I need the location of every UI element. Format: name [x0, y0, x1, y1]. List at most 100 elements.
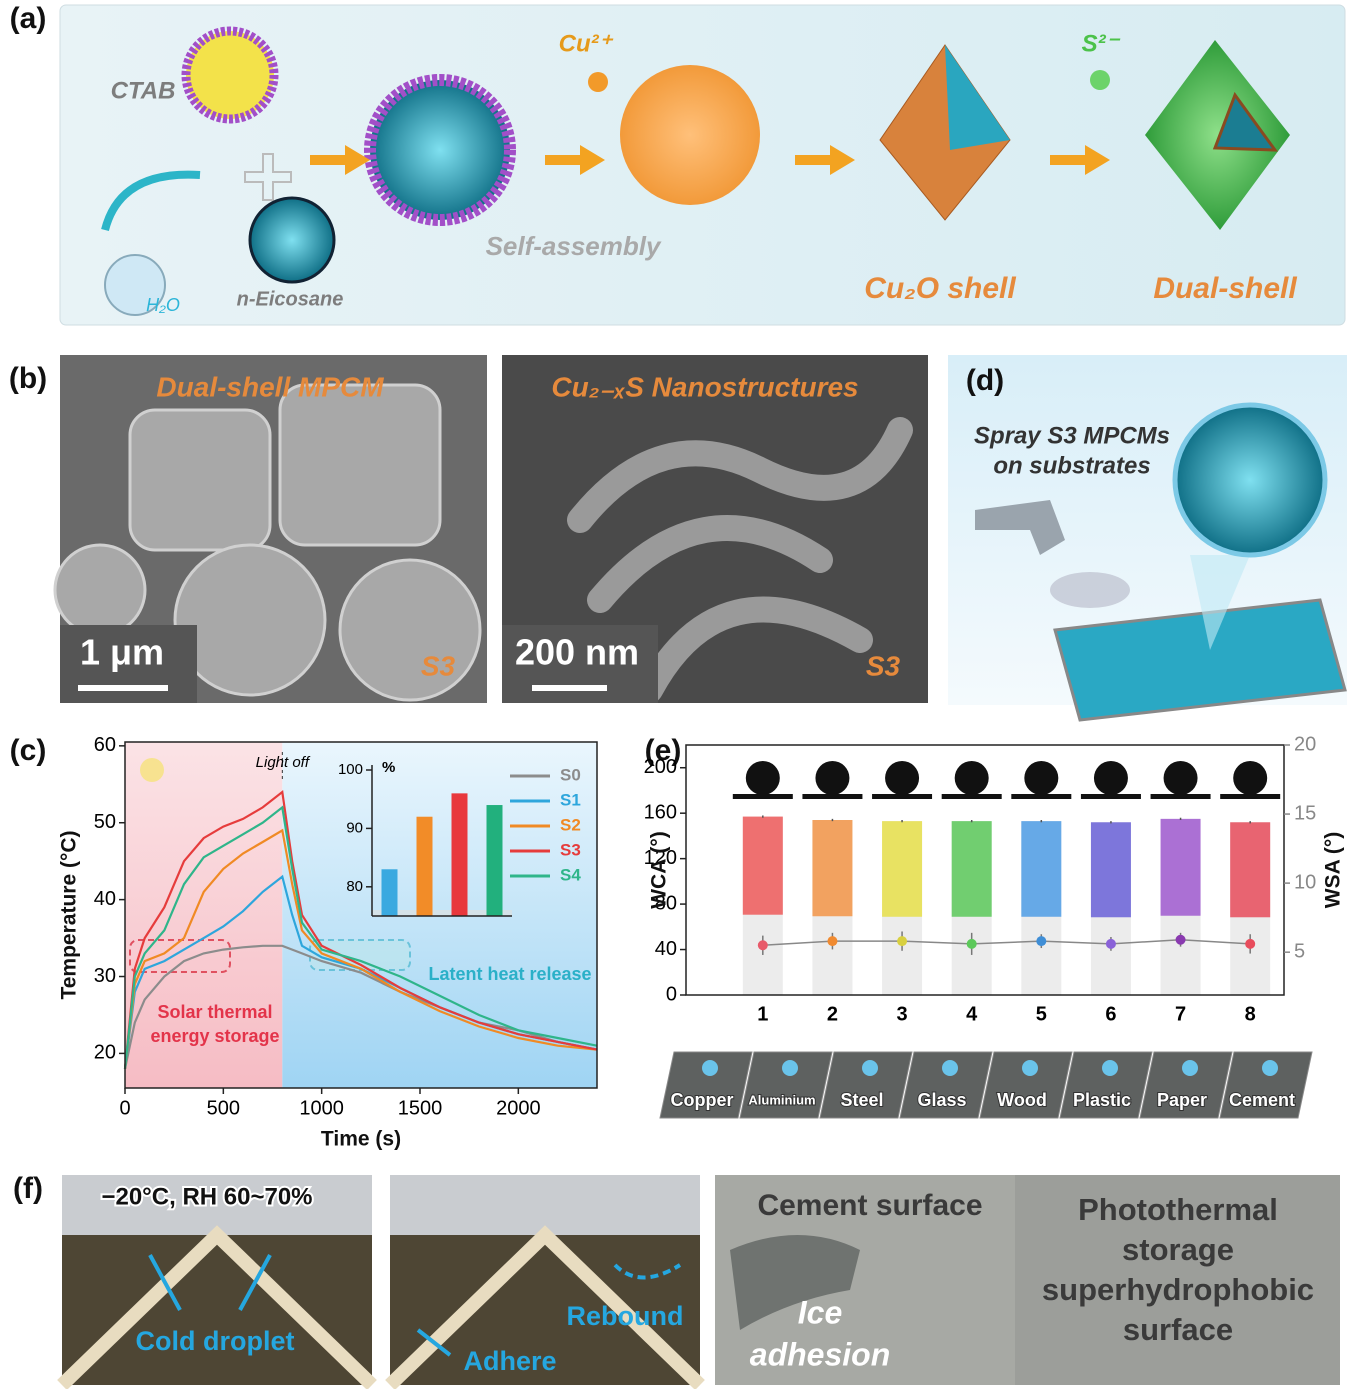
y2-tick-label: 5 [1294, 940, 1305, 962]
x-tick-label: 0 [119, 1097, 130, 1119]
legend-label: S0 [560, 765, 581, 784]
water-droplet [942, 1060, 958, 1076]
water-droplet [862, 1060, 878, 1076]
nanosheets [567, 417, 913, 703]
legend-label: S4 [560, 865, 581, 884]
point [1175, 934, 1186, 945]
panel-label: (e) [645, 734, 682, 767]
droplet-icon [1024, 761, 1059, 795]
annotation: Light off [256, 754, 311, 771]
y-axis-label: Temperature (°C) [58, 830, 81, 999]
bar [951, 821, 992, 917]
plot-frame [124, 741, 598, 1089]
release-box [309, 939, 411, 971]
sulfide-ion-label: S²⁻ [1082, 30, 1121, 57]
photo-arrows [148, 1254, 682, 1357]
point [1036, 936, 1047, 947]
substrate-tile [979, 1051, 1073, 1119]
sample-label: S3 [421, 650, 456, 681]
sem-title: Cu₂₋ₓS Nanostructures [551, 371, 858, 402]
droplet-icon [954, 761, 989, 795]
panel-label: (b) [9, 362, 47, 395]
point [966, 938, 977, 949]
self-assembly-label: Self-assembly [486, 231, 662, 261]
substrate-label: Glass [917, 1090, 966, 1110]
storage-region [125, 742, 283, 1088]
particle [338, 558, 482, 702]
coating-label: Photothermal [1078, 1192, 1278, 1227]
spray-gun [975, 500, 1065, 555]
panel-label: (f) [13, 1172, 43, 1205]
bar [1021, 821, 1062, 917]
y-tick-label: 0 [666, 983, 677, 1005]
y2-tick-label: 20 [1294, 733, 1316, 755]
series-line [123, 805, 598, 1069]
scale-bar [532, 685, 607, 691]
substrate-tile [1219, 1051, 1313, 1119]
droplet-base [872, 794, 933, 799]
arrows [310, 145, 1110, 175]
substrate-tile [659, 1051, 753, 1119]
water-droplet [1182, 1060, 1198, 1076]
substrate-tile [819, 1051, 913, 1119]
droplet-icon [1163, 761, 1198, 795]
x-tick-label: 500 [207, 1097, 240, 1119]
legend-label: S2 [560, 815, 581, 834]
bar [381, 869, 398, 916]
panel-label: (d) [966, 364, 1004, 397]
ctab-micelle [181, 26, 279, 124]
water-droplet [1102, 1060, 1118, 1076]
droplet-base [732, 794, 793, 799]
particle [53, 543, 147, 637]
annotation: energy storage [150, 1026, 279, 1046]
substrate-label: Steel [840, 1090, 883, 1110]
plus-sign [244, 153, 292, 201]
octahedron-cut [945, 45, 1010, 150]
bar [416, 816, 433, 916]
substrate-label: Wood [997, 1090, 1047, 1110]
y-tick-label: 20 [94, 1042, 116, 1064]
dual-shell-label: Dual-shell [1153, 272, 1297, 305]
dual-shell-cut [1212, 91, 1279, 152]
spray-caption: on substrates [993, 452, 1150, 479]
point [757, 940, 768, 951]
dual-shell-particle [1145, 40, 1290, 230]
substrate-label: Copper [671, 1090, 734, 1110]
droplet-icon [745, 761, 780, 795]
coating-label: surface [1123, 1312, 1233, 1347]
arrow [545, 145, 605, 175]
bar [486, 805, 503, 916]
y-tick-label: 60 [94, 734, 116, 756]
x-tick-label: 1500 [398, 1097, 443, 1119]
condition-label: −20°C, RH 60~70% [101, 1183, 312, 1210]
water-droplet [1262, 1060, 1278, 1076]
wsa-line [762, 939, 1251, 947]
cu2o-shell-label: Cu₂O shell [864, 272, 1016, 305]
flask [104, 254, 166, 316]
magnify-beam [1190, 555, 1250, 650]
adhere-label: Adhere [463, 1346, 556, 1376]
point [827, 936, 838, 947]
photo [1015, 1175, 1340, 1385]
y-tick-label: 30 [94, 965, 116, 987]
bar [1160, 818, 1201, 916]
water-droplet [702, 1060, 718, 1076]
substrate-label: Aluminium [748, 1092, 815, 1107]
y-tick-label: 120 [644, 847, 677, 869]
spray-mist [1050, 572, 1130, 608]
annotation: Latent heat release [428, 964, 591, 984]
droplet-base [941, 794, 1002, 799]
y-tick-label: 80 [346, 878, 363, 895]
copper-ion [588, 72, 608, 92]
scale-bar [78, 685, 168, 691]
scale-label: 1 μm [80, 632, 164, 673]
y-axis-label: % [382, 759, 395, 776]
substrate-label: Paper [1157, 1090, 1207, 1110]
magnified-view [1172, 402, 1328, 558]
series-line [123, 789, 598, 1069]
scale-label: 200 nm [515, 632, 639, 673]
panel-label: (a) [10, 2, 47, 35]
substrate-tile [739, 1051, 833, 1119]
particle [278, 383, 442, 547]
y2-tick-label: 10 [1294, 871, 1316, 893]
